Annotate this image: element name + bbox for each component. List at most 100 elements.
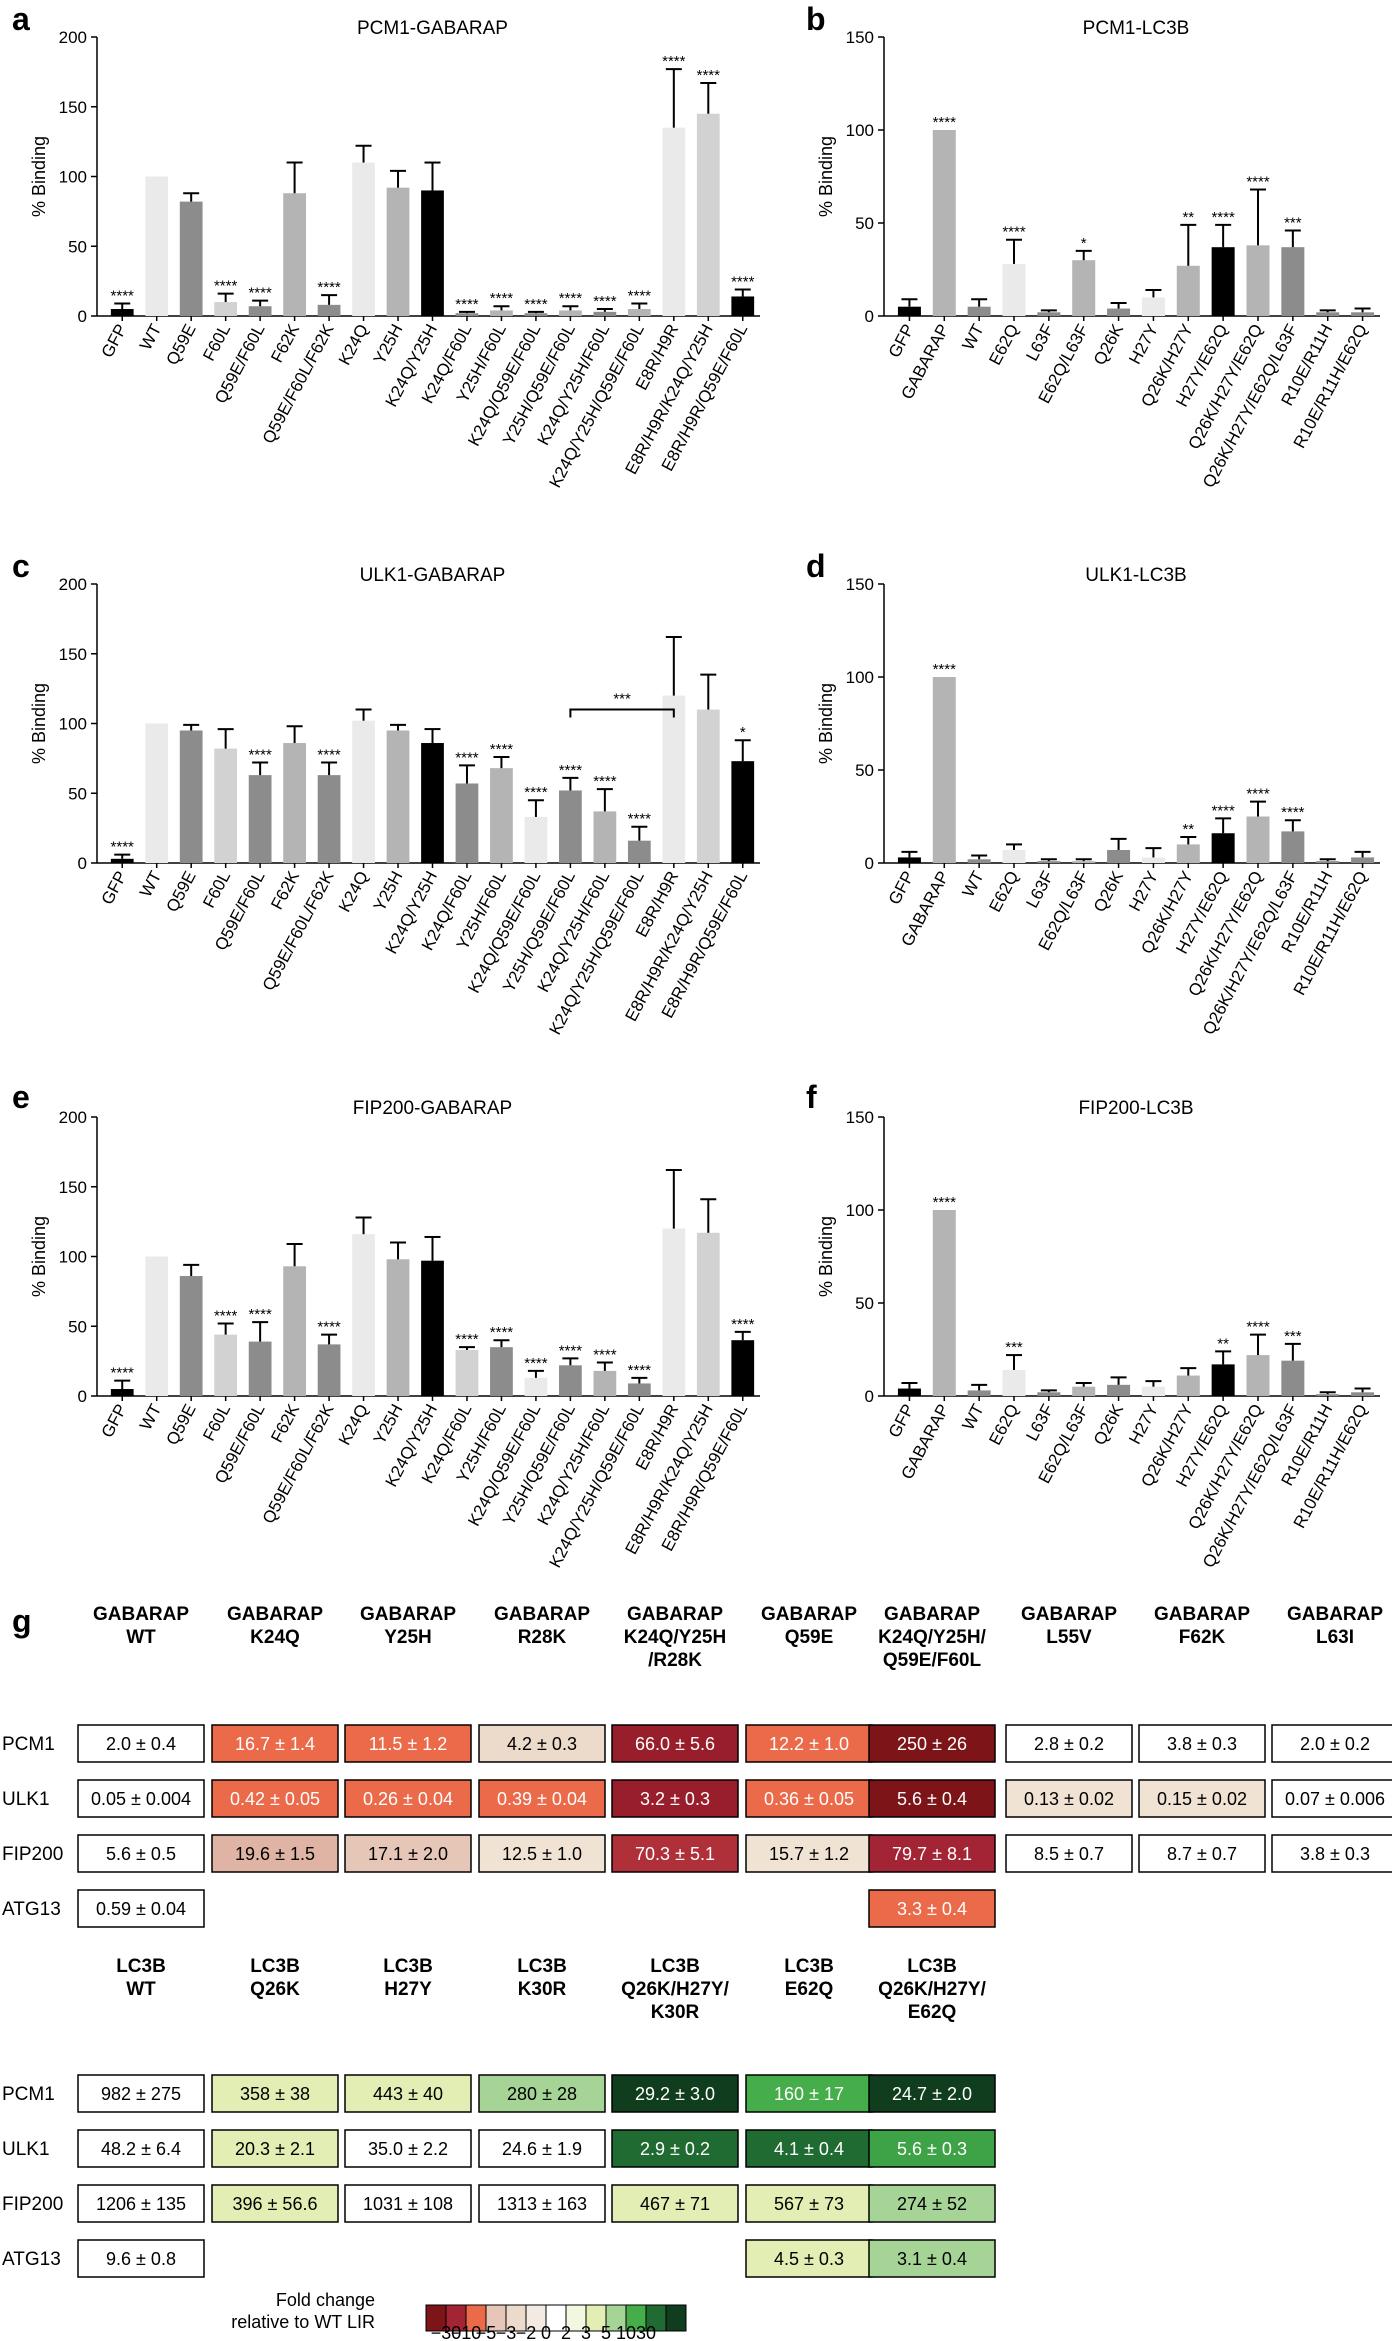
bar	[455, 1349, 479, 1396]
y-tick-label: 100	[59, 168, 87, 187]
column-header: LC3B	[250, 1956, 300, 1977]
chart-panel-a: a PCM1-GABARAP 0 50 100 150 200 % Binding **** GF…	[12, 1, 760, 491]
y-tick-label: 150	[59, 98, 87, 117]
y-tick-label: 50	[855, 1294, 874, 1313]
column-header: E62Q	[785, 1979, 834, 2000]
cell-value: 250 ± 26	[897, 1734, 967, 1754]
significance-label: ****	[524, 296, 548, 313]
heatmap-cell	[868, 2074, 996, 2113]
heatmap-cell	[745, 2074, 873, 2113]
bar	[967, 306, 991, 316]
bar	[1037, 1392, 1061, 1396]
bar	[593, 1370, 617, 1396]
x-tick-label: Q59E	[163, 321, 200, 368]
heatmap-cell	[478, 1779, 606, 1818]
significance-label: ****	[248, 1306, 272, 1323]
cell-value: 0.42 ± 0.05	[230, 1789, 320, 1809]
heatmap-cell	[1271, 1834, 1392, 1873]
significance-label: ****	[593, 1347, 617, 1364]
cell-value: 79.7 ± 8.1	[892, 1844, 972, 1864]
significance-label: ****	[490, 290, 514, 307]
bar	[214, 302, 238, 316]
bar	[352, 1234, 375, 1396]
cell-value: 0.05 ± 0.004	[91, 1789, 191, 1809]
cell-value: 2.0 ± 0.2	[1300, 1734, 1370, 1754]
panel-letter: g	[12, 1603, 32, 1639]
bar	[248, 306, 272, 316]
column-header: F62K	[1179, 1627, 1226, 1648]
legend-tick-label: 2	[561, 2323, 571, 2341]
bar	[1316, 1394, 1340, 1396]
bar	[317, 1344, 341, 1396]
cell-value: 443 ± 40	[373, 2084, 443, 2104]
chart-title: ULK1-LC3B	[1085, 565, 1186, 586]
significance-label: ****	[593, 293, 617, 310]
bar	[731, 761, 755, 863]
bar	[110, 858, 134, 863]
bar	[559, 1365, 582, 1396]
significance-label: ****	[524, 784, 548, 801]
cell-value: 3.8 ± 0.3	[1167, 1734, 1237, 1754]
significance-label: ****	[455, 296, 479, 313]
legend-tick-label: 30	[636, 2323, 656, 2341]
heatmap-cell	[1271, 1779, 1392, 1818]
bar	[593, 811, 617, 863]
y-tick-label: 100	[846, 1201, 874, 1220]
affinity-heatmap-figure: g GABARAPWTGABARAPK24QGABARAPY25HGABARAPR…	[2, 1603, 1392, 2341]
significance-label: ****	[455, 749, 479, 766]
heatmap-cell	[77, 2074, 205, 2113]
row-label: PCM1	[2, 1734, 55, 1755]
row-label: FIP200	[2, 2194, 63, 2215]
legend-swatch	[665, 2304, 687, 2332]
heatmap-cell	[868, 2239, 996, 2278]
column-header: GABARAP	[227, 1604, 323, 1625]
bar	[1072, 1386, 1096, 1396]
y-axis-title: % Binding	[816, 136, 836, 217]
x-tick-label: GFP	[885, 1401, 918, 1441]
significance-label: ****	[1281, 804, 1305, 821]
x-tick-label: L63F	[1022, 321, 1057, 364]
row-label: ATG13	[2, 2249, 61, 2270]
row-label: ULK1	[2, 2139, 50, 2160]
row-label: FIP200	[2, 1844, 63, 1865]
bar	[455, 313, 479, 316]
significance-label: ****	[1246, 786, 1270, 803]
legend-tick-label: −2	[516, 2323, 537, 2341]
cell-value: 24.6 ± 1.9	[502, 2139, 582, 2159]
bar	[1351, 857, 1375, 863]
bar	[386, 1259, 410, 1396]
significance-label: ****	[524, 1355, 548, 1372]
bar	[352, 720, 375, 863]
x-tick-label: Q59E	[163, 1401, 200, 1448]
cell-value: 8.5 ± 0.7	[1034, 1844, 1104, 1864]
legend-tick-label: −3	[496, 2323, 517, 2341]
significance-label: ****	[1002, 224, 1026, 241]
column-header: K24Q/Y25H/	[878, 1627, 986, 1648]
legend-tick-label: −10	[451, 2323, 482, 2341]
significance-label: ****	[697, 67, 721, 84]
cell-value: 11.5 ± 1.2	[369, 1734, 448, 1754]
heatmap-cell	[1005, 1834, 1133, 1873]
legend-tick-label: −5	[476, 2323, 497, 2341]
cell-value: 0.07 ± 0.006	[1285, 1789, 1385, 1809]
cell-value: 4.2 ± 0.3	[507, 1734, 577, 1754]
bar	[1107, 849, 1131, 863]
x-tick-label: F62K	[267, 320, 303, 365]
cell-value: 4.5 ± 0.3	[774, 2249, 844, 2269]
cell-value: 2.9 ± 0.2	[640, 2139, 710, 2159]
significance-label: ****	[111, 1365, 135, 1382]
y-tick-label: 150	[846, 28, 874, 47]
column-header: Q26K/H27Y/	[878, 1979, 986, 2000]
column-header: K30R	[651, 2002, 700, 2023]
x-tick-label: H27Y	[1125, 868, 1162, 914]
y-axis-title: % Binding	[816, 1216, 836, 1297]
significance-label: ****	[214, 1307, 238, 1324]
heatmap-cell	[211, 1724, 339, 1763]
cell-value: 5.6 ± 0.5	[106, 1844, 176, 1864]
x-tick-label: H27Y	[1125, 321, 1162, 367]
bar	[1141, 1386, 1165, 1396]
cell-value: 5.6 ± 0.4	[897, 1789, 967, 1809]
x-tick-label: F60L	[199, 868, 234, 911]
cell-value: 70.3 ± 5.1	[635, 1844, 715, 1864]
